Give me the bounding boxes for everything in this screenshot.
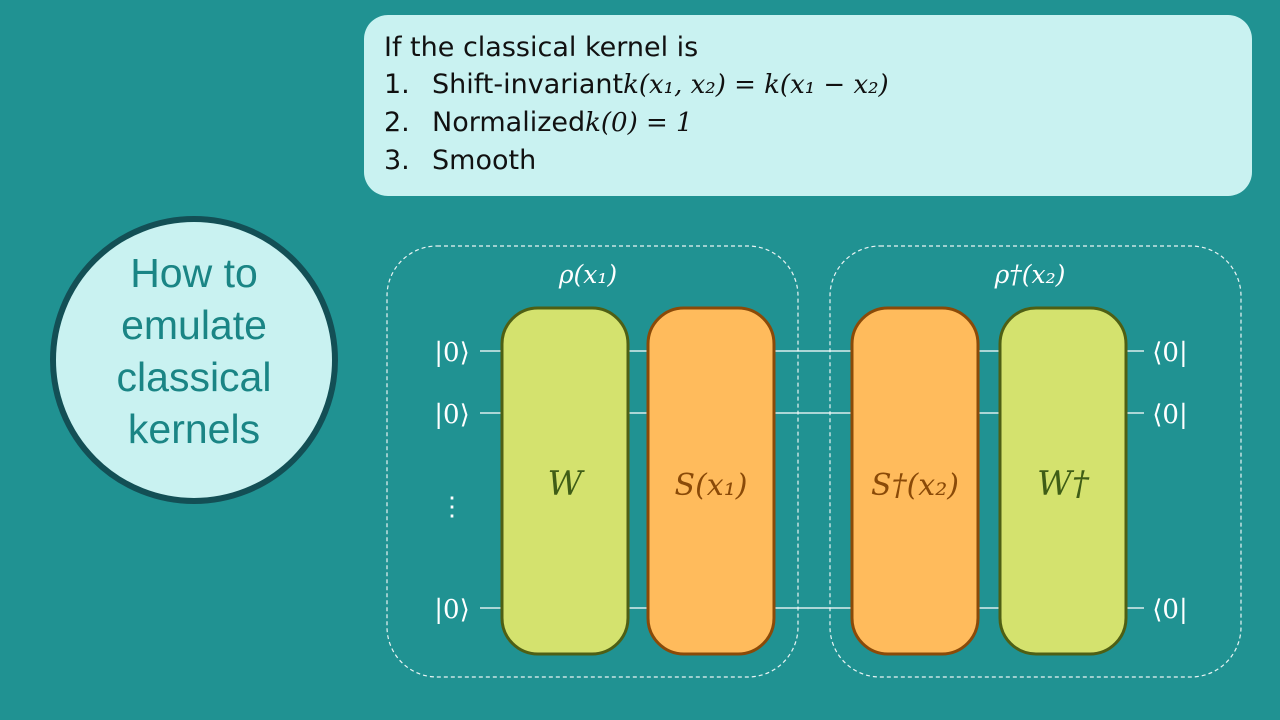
output-bra: ⟨0| — [1152, 595, 1187, 625]
gate-s — [646, 306, 776, 656]
right-group-label: ρ†(x₂) — [994, 260, 1066, 289]
output-bra: ⟨0| — [1152, 338, 1187, 368]
condition-item-shift-invariant: 1. Shift-invariant k(x₁, x₂) = k(x₁ − x₂… — [384, 66, 1232, 104]
condition-text: Normalized — [432, 107, 586, 138]
condition-text: Smooth — [432, 145, 537, 176]
gate-s-dagger — [850, 306, 980, 656]
condition-item-normalized: 2. Normalized k(0) = 1 — [384, 104, 1232, 142]
gate-w-dagger — [998, 306, 1128, 656]
left-group-box — [386, 245, 799, 678]
condition-number: 3. — [384, 145, 410, 176]
condition-number: 2. — [384, 107, 410, 138]
condition-formula: k(0) = 1 — [585, 108, 693, 138]
gate-s-dagger-label: S†(x₂) — [871, 468, 959, 503]
input-ket: |0⟩ — [434, 338, 469, 368]
slide-title: How to emulate classical kernels — [116, 250, 272, 452]
condition-number: 1. — [384, 69, 410, 100]
input-ket: |0⟩ — [434, 400, 469, 430]
condition-text: Shift-invariant — [432, 69, 624, 100]
gate-w — [500, 306, 630, 656]
title-circle: How to emulate classical kernels — [50, 216, 338, 504]
conditions-intro: If the classical kernel is — [384, 32, 699, 63]
input-ket: |0⟩ — [434, 595, 469, 625]
condition-item-smooth: 3. Smooth — [384, 142, 1232, 180]
condition-formula: k(x₁, x₂) = k(x₁ − x₂) — [623, 70, 889, 100]
left-group-label: ρ(x₁) — [558, 260, 617, 289]
wire-ellipsis: ⋮ — [439, 492, 465, 522]
right-group-box — [829, 245, 1242, 678]
output-bra: ⟨0| — [1152, 400, 1187, 430]
kernel-conditions-box: If the classical kernel is 1. Shift-inva… — [364, 15, 1252, 196]
gate-s-label: S(x₁) — [675, 468, 748, 503]
gate-w-label: W — [548, 464, 586, 504]
gate-w-dagger-label: W† — [1037, 464, 1090, 504]
